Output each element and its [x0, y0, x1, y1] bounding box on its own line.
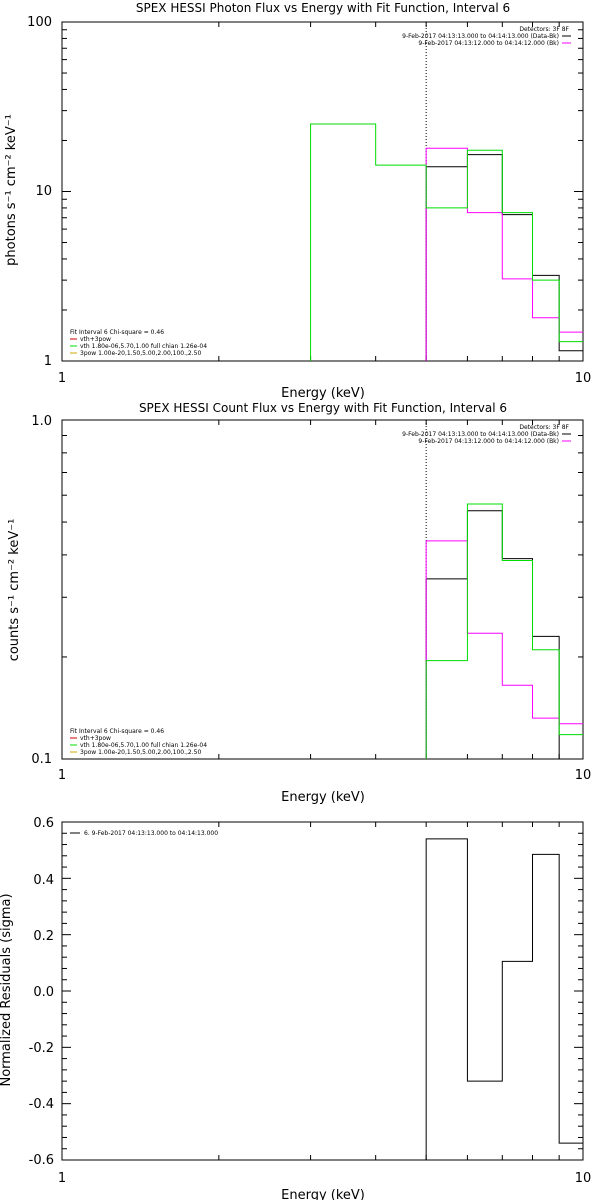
count-flux-series — [425, 503, 583, 760]
count-flux-ytick-1.0: 1.0 — [31, 414, 52, 429]
photon-flux-legend-model: vth+3pow — [80, 336, 111, 343]
photon-flux-title: SPEX HESSI Photon Flux vs Energy with Fi… — [136, 1, 510, 15]
count-flux-legend-vth: vth 1.80e-06,5.70,1.00 full chian 1.26e-… — [80, 742, 207, 749]
photon-flux-legend-bk: 9-Feb-2017 04:13:12.000 to 04:14:12.000 … — [418, 40, 559, 47]
count-flux-ytick-0.1: 0.1 — [31, 752, 52, 767]
photon-flux-series — [310, 123, 583, 361]
residuals-xtick-1: 1 — [58, 1171, 66, 1186]
residuals-ytick-0.4: 0.4 — [33, 873, 54, 888]
count-flux-plot-frame — [61, 419, 584, 760]
count-flux-axes — [61, 419, 584, 760]
photon-flux-ytick-1: 1 — [44, 354, 52, 369]
photon-flux-ytick-100: 100 — [27, 15, 52, 30]
count-flux-xlabel: Energy (keV) — [281, 790, 365, 805]
photon-flux-legend-vth: vth 1.80e-06,5.70,1.00 full chian 1.26e-… — [80, 343, 207, 350]
photon-flux-ytick-10: 10 — [35, 184, 52, 199]
photon-flux-ylabel: photons s⁻¹ cm⁻² keV⁻¹ — [4, 114, 19, 266]
photon-flux-fit-info: Fit Interval 6 Chi-square = 0.46 — [70, 329, 164, 336]
count-flux-xtick-1: 1 — [58, 768, 66, 783]
count-flux-xtick-10: 10 — [575, 768, 592, 783]
photon-flux-plot-frame — [61, 21, 584, 362]
residuals-legend-label: 6. 9-Feb-2017 04:13:13.000 to 04:14:13.0… — [84, 830, 218, 837]
count-flux-legend-3pow: 3pow 1.00e-20,1.50,5.00,2.00,100.,2.50 — [80, 749, 201, 756]
photon-flux-xlabel: Energy (keV) — [281, 386, 365, 401]
photon-flux-panel: SPEX HESSI Photon Flux vs Energy with Fi… — [4, 1, 591, 401]
residuals-ylabel: Normalized Residuals (sigma) — [0, 893, 14, 1086]
photon-flux-legend-data: 9-Feb-2017 04:13:13.000 to 04:14:13.000 … — [402, 33, 559, 40]
count-flux-title: SPEX HESSI Count Flux vs Energy with Fit… — [139, 401, 507, 415]
residuals-axes — [61, 821, 584, 1161]
count-flux-ylabel: counts s⁻¹ cm⁻² keV⁻¹ — [7, 519, 22, 662]
photon-flux-series-2-histogram — [310, 123, 583, 361]
residuals-plot-frame — [61, 821, 584, 1161]
count-flux-series-2-histogram — [425, 503, 583, 759]
residuals-ytick-0.0: 0.0 — [33, 985, 54, 1000]
residuals-ytick-m0.2: -0.2 — [29, 1041, 54, 1056]
residuals-ytick-m0.6: -0.6 — [29, 1153, 54, 1168]
photon-flux-xtick-1: 1 — [58, 371, 66, 386]
count-flux-legend-data: 9-Feb-2017 04:13:13.000 to 04:14:13.000 … — [402, 431, 559, 438]
count-flux-legend-model: vth+3pow — [80, 735, 111, 742]
count-flux-legend-bk: 9-Feb-2017 04:13:12.000 to 04:14:12.000 … — [418, 438, 559, 445]
residuals-xtick-10: 10 — [575, 1171, 592, 1186]
count-flux-fit-info: Fit Interval 6 Chi-square = 0.46 — [70, 728, 164, 735]
photon-flux-legend-detectors: Detectors: 3F 8F — [519, 26, 569, 33]
count-flux-legend-detectors: Detectors: 3F 8F — [519, 424, 569, 431]
count-flux-panel: SPEX HESSI Count Flux vs Energy with Fit… — [7, 401, 591, 805]
residuals-panel: 1 10 -0.6 -0.4 -0.2 0.0 0.2 0.4 0.6 Ener… — [0, 816, 591, 1200]
residuals-ytick-0.2: 0.2 — [33, 929, 54, 944]
photon-flux-axes — [61, 21, 584, 362]
residuals-series — [425, 838, 583, 1160]
photon-flux-xtick-10: 10 — [575, 371, 592, 386]
photon-flux-legend-3pow: 3pow 1.00e-20,1.50,5.00,2.00,100.,2.50 — [80, 350, 201, 357]
residuals-ytick-m0.4: -0.4 — [29, 1097, 54, 1112]
residuals-series-0-histogram — [425, 838, 583, 1160]
residuals-xlabel: Energy (keV) — [281, 1188, 365, 1200]
residuals-ytick-0.6: 0.6 — [33, 816, 54, 831]
